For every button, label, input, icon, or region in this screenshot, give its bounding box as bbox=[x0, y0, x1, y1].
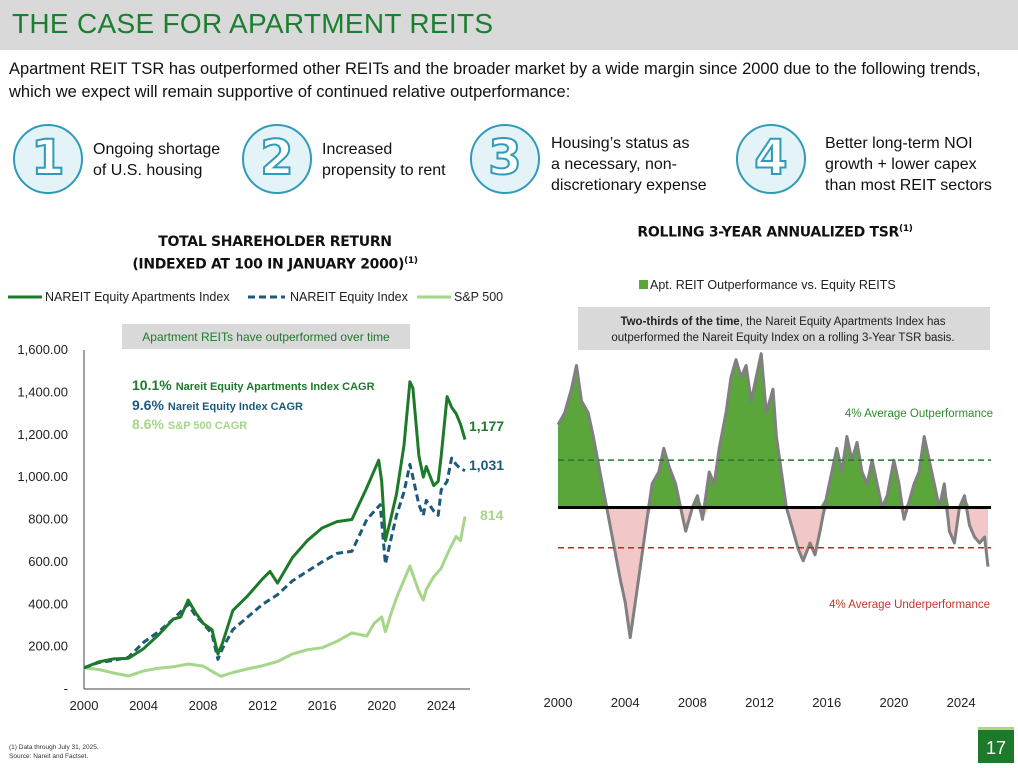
trend-1-line-1: Ongoing shortage bbox=[93, 141, 221, 158]
left-note-box bbox=[122, 324, 410, 349]
trend-1-number: 1 bbox=[30, 129, 65, 187]
trend-2-line-1: Increased bbox=[322, 141, 393, 158]
rolling-tsr-line bbox=[556, 352, 990, 640]
series-line-equity bbox=[83, 456, 466, 670]
trend-3-text: Housing’s status as a necessary, non- di… bbox=[551, 133, 707, 196]
trend-2-line-2: propensity to rent bbox=[322, 162, 446, 179]
tsr-line-chart: NAREIT Equity Apartments Index NAREIT Eq… bbox=[8, 290, 504, 713]
trend-2-number: 2 bbox=[259, 129, 294, 187]
cagr-apartments: 10.1% Nareit Equity Apartments Index CAGR bbox=[132, 377, 375, 393]
right-note-bold: Two-thirds of the time bbox=[620, 316, 739, 328]
trend-3-line-1: Housing’s status as bbox=[551, 135, 690, 152]
left-y-tick-label: 800.00 bbox=[28, 512, 68, 527]
end-label-apartments: 1,177 bbox=[469, 418, 504, 434]
trend-1-text: Ongoing shortage of U.S. housing bbox=[93, 139, 220, 181]
right-x-tick-label: 2004 bbox=[611, 695, 640, 710]
avg-underperformance-label: 4% Average Underperformance bbox=[829, 599, 990, 611]
left-x-tick-label: 2004 bbox=[129, 698, 158, 713]
left-y-tick-label: 1,000.00 bbox=[17, 469, 68, 484]
cagr-equity: 9.6% Nareit Equity Index CAGR bbox=[132, 397, 303, 413]
legend-sp500-label: S&P 500 bbox=[454, 290, 503, 304]
right-x-tick-label: 2008 bbox=[678, 695, 707, 710]
left-y-tick-label: 1,400.00 bbox=[17, 384, 68, 399]
trend-3-number-circle: 3 bbox=[470, 124, 540, 194]
left-y-tick-labels: 1,600.00 1,400.00 1,200.00 1,000.00 800.00 60… bbox=[17, 342, 68, 696]
right-x-tick-label: 2024 bbox=[947, 695, 976, 710]
trend-4-number: 4 bbox=[753, 129, 788, 187]
legend-equity-label: NAREIT Equity Index bbox=[290, 290, 409, 304]
trend-4-line-1: Better long-term NOI bbox=[825, 135, 973, 152]
trend-2-number-circle: 2 bbox=[242, 124, 312, 194]
right-note-line-1: Two-thirds of the time, the Nareit Equit… bbox=[620, 316, 945, 328]
right-chart-title-text: ROLLING 3-YEAR ANNUALIZED TSR bbox=[637, 224, 899, 241]
legend-apartments-label: NAREIT Equity Apartments Index bbox=[45, 290, 230, 304]
series-line-sp500 bbox=[83, 516, 467, 678]
left-x-tick-label: 2016 bbox=[308, 698, 337, 713]
right-x-tick-label: 2020 bbox=[879, 695, 908, 710]
left-x-tick-label: 2020 bbox=[367, 698, 396, 713]
footnote-data-through: (1) Data through July 31, 2025. bbox=[9, 744, 99, 751]
end-label-equity: 1,031 bbox=[469, 457, 504, 473]
page-title: THE CASE FOR APARTMENT REITS bbox=[12, 8, 494, 39]
right-chart-footnote-marker: (1) bbox=[899, 224, 913, 234]
left-series-lines bbox=[83, 380, 467, 678]
series-line-apartments bbox=[83, 380, 467, 670]
left-chart-title: TOTAL SHAREHOLDER RETURN (INDEXED AT 100… bbox=[40, 233, 510, 275]
trend-1-line-2: of U.S. housing bbox=[93, 162, 203, 179]
left-y-tick-label: 1,600.00 bbox=[17, 342, 68, 357]
right-x-tick-labels: 2000 2004 2008 2012 2016 2020 2024 bbox=[544, 695, 976, 710]
end-label-sp500: 814 bbox=[480, 507, 504, 523]
left-x-tick-label: 2008 bbox=[189, 698, 218, 713]
trend-4-line-2: growth + lower capex bbox=[825, 156, 977, 173]
right-note-box bbox=[578, 307, 990, 350]
trend-4-text: Better long-term NOI growth + lower cape… bbox=[825, 133, 992, 196]
footnote-source: Source: Nareit and Factset. bbox=[9, 753, 89, 760]
left-y-tick-label: - bbox=[64, 681, 68, 696]
left-x-tick-label: 2024 bbox=[427, 698, 456, 713]
right-x-tick-label: 2016 bbox=[812, 695, 841, 710]
left-y-tick-label: 1,200.00 bbox=[17, 427, 68, 442]
cagr-sp500-text: S&P 500 CAGR bbox=[168, 420, 247, 432]
cagr-equity-text: Nareit Equity Index CAGR bbox=[168, 401, 303, 413]
right-note-line-2: outperformed the Nareit Equity Index on … bbox=[611, 332, 954, 344]
right-legend-swatch bbox=[639, 280, 648, 289]
right-chart-title: ROLLING 3-YEAR ANNUALIZED TSR(1) bbox=[560, 220, 990, 243]
cagr-sp500-pct: 8.6% bbox=[132, 416, 164, 432]
left-chart-title-line-2: (INDEXED AT 100 IN JANUARY 2000) bbox=[132, 256, 405, 273]
right-legend-label: Apt. REIT Outperformance vs. Equity REIT… bbox=[650, 278, 896, 292]
right-x-tick-label: 2000 bbox=[544, 695, 573, 710]
intro-text: Apartment REIT TSR has outperformed othe… bbox=[9, 60, 981, 101]
avg-outperformance-label: 4% Average Outperformance bbox=[845, 408, 993, 420]
left-x-tick-label: 2012 bbox=[248, 698, 277, 713]
right-area-fills bbox=[556, 352, 990, 640]
cagr-apartments-text: Nareit Equity Apartments Index CAGR bbox=[176, 381, 375, 393]
left-y-tick-label: 200.00 bbox=[28, 639, 68, 654]
title-bar: THE CASE FOR APARTMENT REITS bbox=[0, 0, 1018, 50]
trend-2-text: Increased propensity to rent bbox=[322, 139, 446, 181]
left-chart-legend: NAREIT Equity Apartments Index NAREIT Eq… bbox=[8, 290, 503, 304]
page-number: 17 bbox=[978, 727, 1014, 763]
trend-4-number-circle: 4 bbox=[736, 124, 806, 194]
right-x-tick-label: 2012 bbox=[745, 695, 774, 710]
left-x-tick-label: 2000 bbox=[70, 698, 99, 713]
outperformance-area bbox=[558, 353, 988, 508]
trend-3-number: 3 bbox=[487, 129, 522, 187]
left-chart-title-line-1: TOTAL SHAREHOLDER RETURN bbox=[158, 234, 392, 250]
left-chart-footnote-marker: (1) bbox=[404, 256, 418, 266]
cagr-apartments-pct: 10.1% bbox=[132, 377, 172, 393]
right-reference-lines bbox=[558, 459, 991, 549]
left-x-tick-labels: 2000 2004 2008 2012 2016 2020 2024 bbox=[70, 698, 456, 713]
trend-1-number-circle: 1 bbox=[13, 124, 83, 194]
underperformance-area bbox=[558, 507, 988, 638]
cagr-sp500: 8.6% S&P 500 CAGR bbox=[132, 416, 247, 432]
right-note-rest: , the Nareit Equity Apartments Index has bbox=[740, 316, 946, 328]
trend-4-line-3: than most REIT sectors bbox=[825, 177, 992, 194]
cagr-equity-pct: 9.6% bbox=[132, 397, 164, 413]
left-y-tick-label: 400.00 bbox=[28, 596, 68, 611]
left-note-text: Apartment REITs have outperformed over t… bbox=[142, 330, 390, 344]
rolling-tsr-area-chart: Apt. REIT Outperformance vs. Equity REIT… bbox=[543, 278, 993, 710]
trend-3-line-3: discretionary expense bbox=[551, 177, 707, 194]
trend-3-line-2: a necessary, non- bbox=[551, 156, 677, 173]
left-y-tick-label: 600.00 bbox=[28, 554, 68, 569]
